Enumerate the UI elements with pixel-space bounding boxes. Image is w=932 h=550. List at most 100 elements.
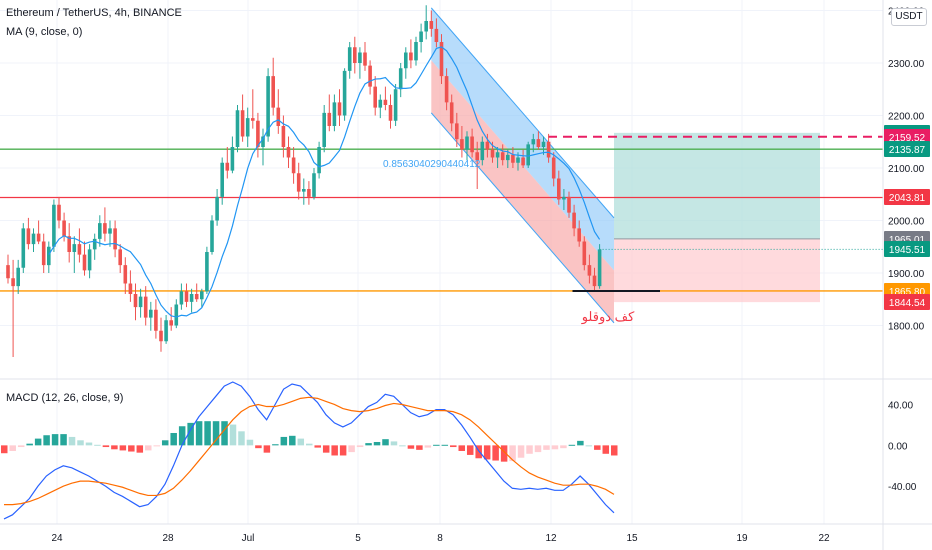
candle-body (251, 118, 255, 121)
candle-body (490, 149, 495, 158)
candle-body (21, 228, 26, 268)
candle-body (439, 42, 444, 77)
candle-body (388, 105, 393, 121)
candle-body (327, 112, 332, 126)
macd-histogram-bar (534, 445, 542, 453)
macd-legend[interactable]: MACD (12, 26, close, 9) (6, 392, 124, 404)
macd-histogram-bar (551, 445, 559, 450)
candle-body (363, 52, 367, 66)
candle-body (302, 189, 306, 192)
macd-histogram-bar (195, 421, 203, 446)
candle-body (189, 294, 194, 302)
candle-body (404, 52, 408, 69)
candle-body (582, 241, 587, 266)
time-tick-label: Jul (242, 533, 255, 544)
candle-body (200, 291, 204, 300)
macd-tick-label: -40.00 (888, 482, 917, 493)
candle-body (429, 21, 434, 29)
candle-body (26, 228, 31, 245)
macd-histogram-bar (68, 436, 76, 446)
macd-histogram-bar (51, 434, 59, 446)
macd-histogram-bar (450, 445, 457, 448)
macd-histogram-bar (77, 440, 84, 446)
macd-histogram-bar (94, 444, 101, 446)
macd-histogram-bar (314, 445, 321, 448)
candle-body (322, 112, 326, 147)
macd-histogram-bar (373, 441, 381, 446)
macd-histogram-bar (238, 431, 245, 446)
candle-body (194, 294, 199, 300)
price-tick-label: 2200.00 (888, 112, 925, 123)
price-tag-label: 2159.52 (889, 133, 926, 144)
candle-body (77, 244, 82, 255)
macd-histogram-bar (297, 438, 305, 446)
candle-body (31, 233, 36, 245)
candle-body (557, 178, 561, 200)
candle-body (41, 241, 46, 266)
candle-body (245, 118, 250, 137)
candle-body (92, 238, 97, 250)
symbol-title: Ethereum / TetherUS, 4h, BINANCE (6, 7, 182, 19)
macd-histogram-bar (153, 445, 160, 447)
macd-pane (1, 381, 618, 520)
candle-body (261, 136, 265, 147)
macd-histogram-bar (560, 445, 567, 449)
candle-body (47, 246, 51, 266)
candle-body (460, 139, 464, 150)
macd-histogram-bar (365, 443, 372, 446)
macd-histogram-bar (204, 421, 211, 446)
time-tick-label: 24 (51, 533, 63, 544)
candle-body (281, 126, 286, 147)
candle-body (470, 136, 474, 153)
currency-button[interactable]: USDT (891, 8, 927, 26)
macd-tick-label: 40.00 (888, 400, 913, 411)
candle-body (383, 99, 388, 105)
candle-body (424, 21, 428, 32)
price-tag-label: 1844.54 (889, 298, 926, 309)
candle-body (266, 76, 270, 137)
price-tick-label: 1900.00 (888, 269, 925, 280)
macd-histogram-bar (34, 438, 42, 446)
macd-histogram-bar (483, 445, 491, 460)
macd-histogram-bar (170, 432, 177, 446)
candle-body (210, 220, 214, 252)
candle-body (562, 196, 566, 200)
time-tick-label: 12 (545, 533, 557, 544)
candle-body (511, 154, 515, 163)
candle-body (87, 249, 92, 271)
time-tick-label: 5 (355, 533, 361, 544)
macd-histogram-bar (390, 441, 398, 446)
drawing-overlays (430, 7, 820, 324)
candle-body (205, 252, 209, 292)
candle-body (179, 291, 184, 305)
macd-histogram-bar (399, 445, 406, 447)
candle-body (215, 196, 219, 221)
macd-histogram-bar (543, 445, 550, 450)
macd-histogram-bar (416, 445, 423, 450)
time-tick-label: 28 (162, 533, 174, 544)
price-tag-label: 1965.01 (889, 235, 926, 246)
candle-body (123, 265, 128, 284)
macd-histogram-bar (43, 435, 50, 446)
macd-histogram-bar (322, 445, 330, 453)
macd-histogram-bar (306, 443, 313, 446)
candle-body (572, 212, 576, 229)
candle-body (169, 320, 173, 326)
candle-body (307, 189, 311, 197)
candle-body (414, 42, 418, 61)
macd-histogram-bar (433, 444, 440, 446)
drawing-annotations: كف دوقلو 0.8563040290440412 (383, 159, 660, 325)
ma-legend[interactable]: MA (9, close, 0) (6, 26, 83, 38)
time-tick-label: 8 (437, 533, 443, 544)
candle-body (592, 275, 597, 287)
macd-histogram-bar (255, 445, 262, 449)
macd-histogram-bar (26, 443, 33, 446)
candle-body (103, 223, 107, 234)
candle-body (159, 330, 163, 342)
price-tag-label: 2135.87 (889, 145, 926, 156)
ma-line (48, 46, 601, 318)
candle-body (235, 110, 240, 147)
macd-histogram-bar (187, 422, 194, 446)
candle-body (531, 139, 536, 145)
